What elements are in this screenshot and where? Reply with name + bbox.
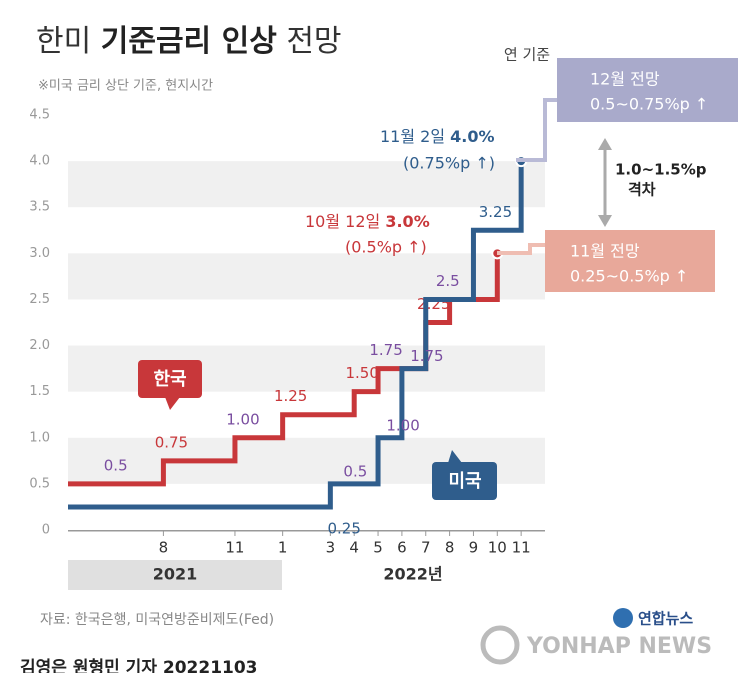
step-line [68, 161, 524, 510]
x-tick-label: 6 [397, 539, 407, 557]
brand-logo [480, 625, 520, 665]
legend-label: 한국 [153, 369, 186, 390]
annotation: 11월 2일 4.0% [380, 127, 495, 146]
source: 자료: 한국은행, 미국연방준비제도(Fed) [40, 612, 274, 628]
y-tick-label: 3.5 [29, 200, 50, 215]
legend-bubble [432, 462, 497, 500]
x-tick-label: 1 [278, 539, 288, 557]
x-tick-label: 10 [488, 539, 507, 557]
data-label: 1.00 [386, 416, 419, 434]
outlook-text: 0.25~0.5%p ↑ [570, 267, 688, 286]
y-tick-label: 1.0 [29, 430, 50, 445]
year-label: 2021 [153, 565, 198, 584]
x-unit-note: 연 기준 [504, 46, 550, 64]
connector [497, 243, 545, 255]
y-tick-label: 2.5 [29, 292, 50, 307]
annotation: (0.75%p ↑) [403, 154, 495, 173]
connector [516, 98, 557, 162]
chart-title: 한미 기준금리 인상 전망 [36, 24, 342, 59]
y-tick-label: 0 [42, 523, 50, 538]
brand-en: YONHAP NEWS [526, 634, 712, 659]
y-tick-label: 4.0 [29, 154, 50, 169]
legend-pointer [165, 397, 180, 410]
x-tick-label: 9 [469, 539, 479, 557]
y-tick-label: 0.5 [29, 476, 50, 491]
x-tick-label: 3 [326, 539, 336, 557]
y-tick-label: 3.0 [29, 246, 50, 261]
gap-arrow-head [598, 138, 612, 150]
step-line [68, 253, 500, 487]
data-label: 0.5 [343, 462, 367, 480]
byline: 김영은 원형민 기자 20221103 [20, 657, 258, 673]
x-tick-label: 7 [421, 539, 431, 557]
x-tick-label: 11 [225, 539, 244, 557]
annotation: (0.5%p ↑) [345, 238, 427, 257]
legend-bubble [138, 360, 202, 398]
plot: 00.51.01.52.02.53.03.54.04.58 11 1 3 4 5 6 7 8 9 1… [29, 108, 545, 557]
x-tick-label: 8 [159, 539, 169, 557]
annotation: 10월 12일 3.0% [305, 212, 430, 231]
x-tick-label: 5 [373, 539, 383, 557]
subtitle: ※미국 금리 상단 기준, 현지시간 [38, 79, 213, 94]
outlook-title: 12월 전망 [590, 70, 660, 89]
gap-word: 격차 [628, 181, 656, 199]
outlook-title: 11월 전망 [570, 242, 640, 261]
gap-text: 1.0~1.5%p [615, 161, 707, 179]
x-tick-label: 11 [512, 539, 531, 557]
y-tick-label: 4.5 [29, 108, 50, 123]
data-label: 0.25 [327, 519, 360, 537]
year-band [68, 560, 282, 590]
data-label: 2.5 [436, 272, 460, 290]
x-tick-label: 8 [445, 539, 455, 557]
year-label: 2022년 [383, 565, 442, 584]
data-label: 0.5 [104, 456, 128, 474]
gap-arrow-head [598, 215, 612, 227]
outlook-box [545, 230, 715, 292]
y-tick-label: 2.0 [29, 338, 50, 353]
data-label: 1.25 [274, 387, 307, 405]
outlook-text: 0.5~0.75%p ↑ [590, 95, 708, 114]
data-label: 1.00 [226, 410, 259, 428]
data-label: 1.75 [369, 341, 402, 359]
x-tick-label: 4 [349, 539, 359, 557]
data-label: 1.50 [345, 364, 378, 382]
data-label: 0.75 [155, 433, 188, 451]
legend-label: 미국 [448, 471, 481, 492]
data-label: 1.75 [410, 347, 443, 365]
brand-logo [613, 608, 633, 628]
grid-band [68, 253, 545, 300]
legend-pointer [448, 450, 462, 463]
data-label: 3.25 [479, 203, 512, 221]
axis-baseline [68, 530, 545, 532]
outlook-box [557, 58, 738, 122]
grid-band [68, 161, 545, 208]
y-tick-label: 1.5 [29, 384, 50, 399]
brand: 연합뉴스 [638, 610, 693, 628]
